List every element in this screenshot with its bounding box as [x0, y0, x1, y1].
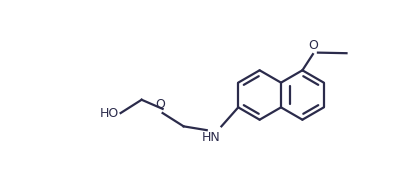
Text: O: O	[155, 98, 165, 111]
Text: O: O	[308, 39, 318, 52]
Text: HO: HO	[99, 107, 118, 120]
Text: HN: HN	[202, 131, 220, 144]
